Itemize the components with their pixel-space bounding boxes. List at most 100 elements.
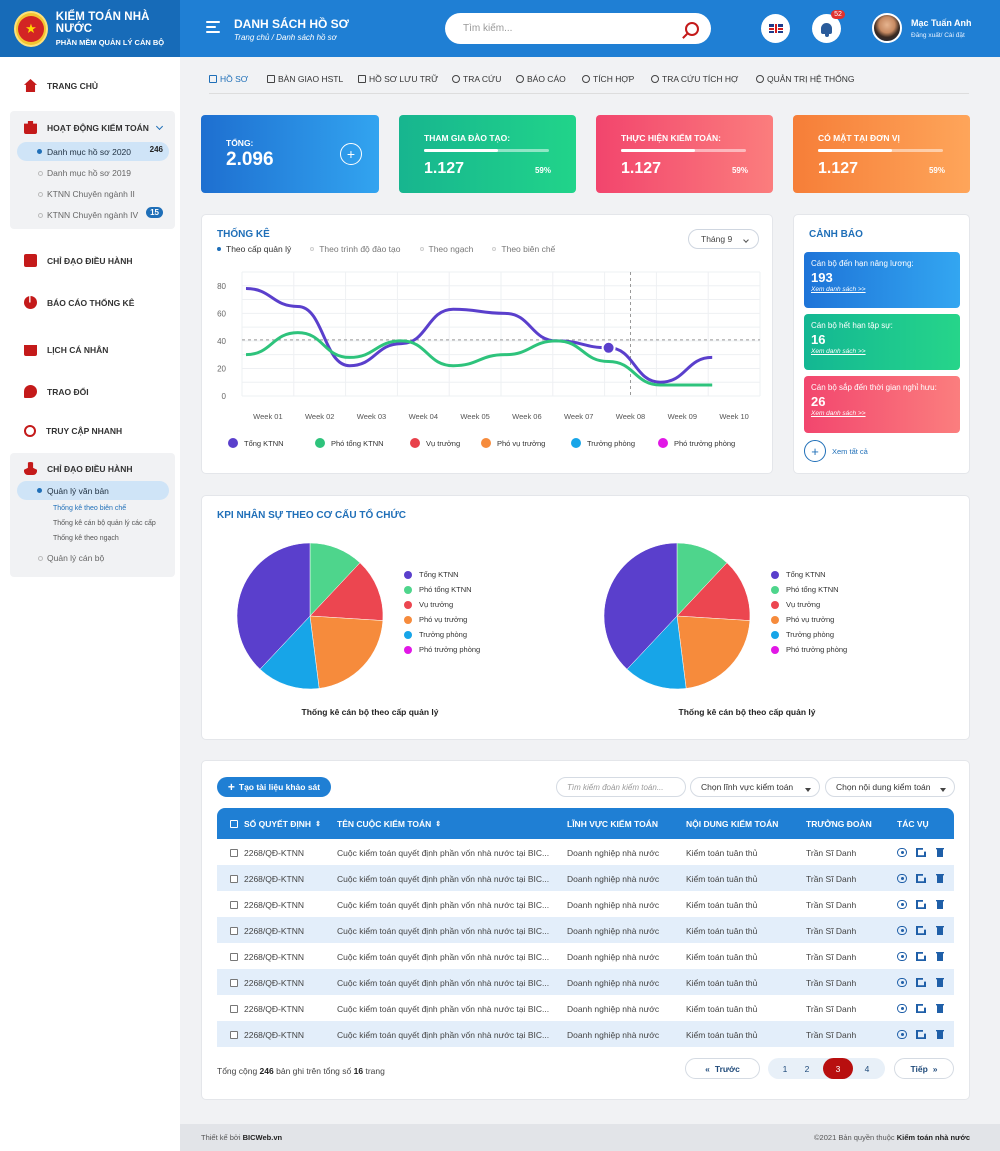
sidebar-item-exchange[interactable]: TRAO ĐỔI	[24, 385, 89, 398]
row-checkbox[interactable]	[230, 849, 238, 857]
delete-icon[interactable]	[936, 952, 944, 961]
see-all-button[interactable]: + Xem tất cả	[804, 440, 868, 462]
sidebar-subitem-2019[interactable]: Danh mục hồ sơ 2019	[17, 163, 169, 182]
row-checkbox[interactable]	[230, 1031, 238, 1039]
pie-legend-item[interactable]: Phó vụ trưởng	[771, 615, 834, 624]
tab-tra-cuu[interactable]: TRA CỨU	[452, 74, 501, 84]
user-name[interactable]: Mạc Tuấn Anh	[911, 18, 972, 28]
search-input[interactable]	[463, 23, 685, 34]
delete-icon[interactable]	[936, 848, 944, 857]
add-icon[interactable]: +	[340, 143, 362, 165]
alert-card-retirement[interactable]: Cán bộ sắp đến thời gian nghỉ hưu: 26 Xe…	[804, 376, 960, 433]
sidebar-subsub-grade[interactable]: Thống kê theo ngạch	[53, 535, 119, 542]
stat-card-present[interactable]: CÓ MẶT TẠI ĐƠN VỊ 1.127 59%	[793, 115, 970, 193]
stat-card-total[interactable]: TỔNG: 2.096 +	[201, 115, 379, 193]
view-icon[interactable]	[897, 926, 907, 935]
menu-icon[interactable]	[206, 21, 220, 33]
tab-ban-giao[interactable]: BÀN GIAO HSTL	[267, 74, 343, 84]
tab-ho-so[interactable]: HỒ SƠ	[209, 74, 248, 84]
pie-legend-item[interactable]: Trưởng phòng	[771, 630, 834, 639]
create-survey-button[interactable]: + Tạo tài liệu khảo sát	[217, 777, 331, 797]
content-filter-select[interactable]: Chọn nội dung kiểm toán	[825, 777, 955, 797]
sidebar-item-quick-access[interactable]: TRUY CẬP NHANH	[24, 425, 122, 437]
footer-designer-link[interactable]: BICWeb.vn	[242, 1133, 283, 1142]
brand[interactable]: ★ KIỂM TOÁN NHÀ NƯỚC PHẦN MỀM QUẢN LÝ CÁ…	[0, 0, 180, 57]
edit-icon[interactable]	[916, 1030, 926, 1039]
delete-icon[interactable]	[936, 900, 944, 909]
delete-icon[interactable]	[936, 978, 944, 987]
sidebar-subitem-ktnn-ii[interactable]: KTNN Chuyên ngành II	[17, 184, 169, 203]
edit-icon[interactable]	[916, 874, 926, 883]
radio-tab-level[interactable]: Theo cấp quản lý	[217, 244, 291, 254]
legend-item[interactable]: Phó vụ trưởng	[481, 438, 545, 448]
sidebar-item-home[interactable]: TRANG CHỦ	[24, 79, 98, 92]
view-icon[interactable]	[897, 1030, 907, 1039]
alert-card-probation[interactable]: Cán bộ hết hạn tập sự: 16 Xem danh sách …	[804, 314, 960, 370]
prev-page-button[interactable]: « Trước	[685, 1058, 760, 1079]
table-row[interactable]: 2268/QĐ-KTNN Cuộc kiểm toán quyết định ph…	[217, 969, 954, 995]
tab-tra-cuu-tich-hop[interactable]: TRA CỨU TÍCH HỢ	[651, 74, 738, 84]
sidebar-subsub-payroll[interactable]: Thống kê theo biên chế	[53, 505, 127, 512]
page-2[interactable]: 2	[804, 1063, 810, 1074]
tab-luu-tru[interactable]: HỒ SƠ LƯU TRỮ	[358, 74, 438, 84]
language-button[interactable]	[761, 14, 790, 43]
alert-link[interactable]: Xem danh sách >>	[811, 410, 866, 417]
user-actions[interactable]: Đăng xuất/ Cài đặt	[911, 32, 965, 39]
view-icon[interactable]	[897, 1004, 907, 1013]
month-select[interactable]: Tháng 9	[688, 229, 759, 249]
alert-link[interactable]: Xem danh sách >>	[811, 286, 866, 293]
sidebar-item-audit[interactable]: HOẠT ĐỘNG KIỂM TOÁN	[24, 121, 149, 134]
table-row[interactable]: 2268/QĐ-KTNN Cuộc kiểm toán quyết định ph…	[217, 865, 954, 891]
pie-legend-item[interactable]: Tổng KTNN	[771, 570, 826, 579]
sidebar-item-report[interactable]: BÁO CÁO THỐNG KÊ	[24, 296, 134, 309]
sort-icon[interactable]: ⇕	[315, 821, 321, 828]
view-icon[interactable]	[897, 900, 907, 909]
view-icon[interactable]	[897, 952, 907, 961]
delete-icon[interactable]	[936, 926, 944, 935]
radio-tab-payroll[interactable]: Theo biên chế	[492, 244, 555, 254]
delete-icon[interactable]	[936, 1004, 944, 1013]
sidebar-subitem-doc-mgmt[interactable]: Quản lý văn bản	[17, 481, 169, 500]
view-icon[interactable]	[897, 978, 907, 987]
edit-icon[interactable]	[916, 900, 926, 909]
pie-legend-item[interactable]: Phó trưởng phòng	[771, 645, 847, 654]
table-row[interactable]: 2268/QĐ-KTNN Cuộc kiểm toán quyết định ph…	[217, 917, 954, 943]
pie-legend-item[interactable]: Phó tổng KTNN	[404, 585, 472, 594]
pie-legend-item[interactable]: Phó trưởng phòng	[404, 645, 480, 654]
pie-legend-item[interactable]: Trưởng phòng	[404, 630, 467, 639]
legend-item[interactable]: Phó tổng KTNN	[315, 438, 384, 448]
page-1[interactable]: 1	[782, 1063, 788, 1074]
delete-icon[interactable]	[936, 1030, 944, 1039]
tab-tich-hop[interactable]: TÍCH HỢP	[582, 74, 634, 84]
view-icon[interactable]	[897, 874, 907, 883]
table-row[interactable]: 2268/QĐ-KTNN Cuộc kiểm toán quyết định ph…	[217, 943, 954, 969]
sidebar-subsub-managers[interactable]: Thống kê cán bộ quản lý các cấp	[53, 520, 156, 527]
select-all-checkbox[interactable]	[230, 820, 238, 828]
table-row[interactable]: 2268/QĐ-KTNN Cuộc kiểm toán quyết định ph…	[217, 839, 954, 865]
view-icon[interactable]	[897, 848, 907, 857]
pie-legend-item[interactable]: Phó tổng KTNN	[771, 585, 839, 594]
next-page-button[interactable]: Tiếp »	[894, 1058, 954, 1079]
row-checkbox[interactable]	[230, 979, 238, 987]
sidebar-subitem-ktnn-iv[interactable]: KTNN Chuyên ngành IV 15	[17, 205, 169, 224]
alert-card-salary[interactable]: Cán bộ đến hạn nâng lương: 193 Xem danh …	[804, 252, 960, 308]
edit-icon[interactable]	[916, 1004, 926, 1013]
table-row[interactable]: 2268/QĐ-KTNN Cuộc kiểm toán quyết định ph…	[217, 995, 954, 1021]
row-checkbox[interactable]	[230, 901, 238, 909]
page-4[interactable]: 4	[864, 1063, 870, 1074]
table-row[interactable]: 2268/QĐ-KTNN Cuộc kiểm toán quyết định ph…	[217, 1021, 954, 1047]
pie-legend-item[interactable]: Tổng KTNN	[404, 570, 459, 579]
row-checkbox[interactable]	[230, 927, 238, 935]
edit-icon[interactable]	[916, 978, 926, 987]
edit-icon[interactable]	[916, 952, 926, 961]
delete-icon[interactable]	[936, 874, 944, 883]
legend-item[interactable]: Trưởng phòng	[571, 438, 635, 448]
row-checkbox[interactable]	[230, 1005, 238, 1013]
field-filter-select[interactable]: Chọn lĩnh vực kiểm toán	[690, 777, 820, 797]
tab-bao-cao[interactable]: BÁO CÁO	[516, 74, 566, 84]
stat-card-training[interactable]: THAM GIA ĐÀO TẠO: 1.127 59%	[399, 115, 576, 193]
sidebar-item-calendar[interactable]: LỊCH CÁ NHÂN	[24, 343, 108, 356]
pie-legend-item[interactable]: Vụ trưởng	[404, 600, 453, 609]
legend-item[interactable]: Phó trưởng phòng	[658, 438, 735, 448]
search-icon[interactable]	[685, 21, 699, 36]
